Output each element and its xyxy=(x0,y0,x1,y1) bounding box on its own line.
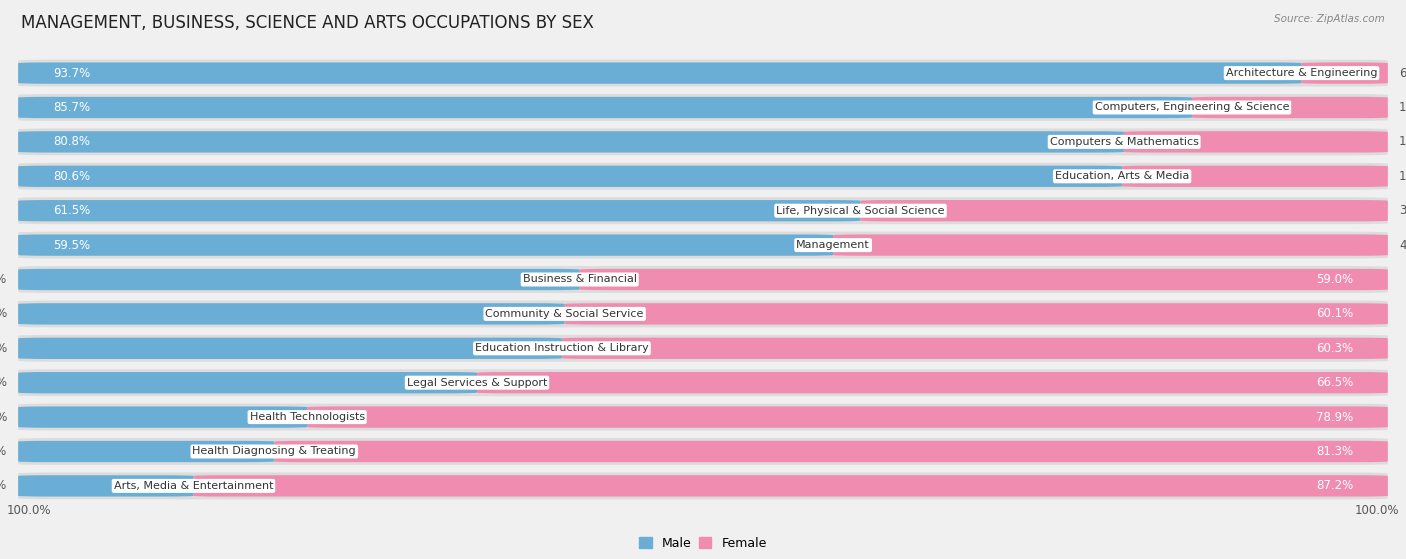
FancyBboxPatch shape xyxy=(1192,97,1388,118)
Text: Health Technologists: Health Technologists xyxy=(250,412,364,422)
FancyBboxPatch shape xyxy=(18,97,1192,118)
Text: 81.3%: 81.3% xyxy=(1316,445,1353,458)
FancyBboxPatch shape xyxy=(194,475,1388,496)
FancyBboxPatch shape xyxy=(1122,165,1388,187)
FancyBboxPatch shape xyxy=(18,63,1302,84)
Text: 39.9%: 39.9% xyxy=(0,307,7,320)
Text: 39.7%: 39.7% xyxy=(0,342,7,355)
Text: 38.5%: 38.5% xyxy=(1399,204,1406,217)
Text: 60.1%: 60.1% xyxy=(1316,307,1353,320)
Text: Arts, Media & Entertainment: Arts, Media & Entertainment xyxy=(114,481,273,491)
FancyBboxPatch shape xyxy=(860,200,1388,221)
Text: 19.3%: 19.3% xyxy=(1399,135,1406,148)
Text: 41.0%: 41.0% xyxy=(0,273,7,286)
Text: Business & Financial: Business & Financial xyxy=(523,274,637,285)
Text: Legal Services & Support: Legal Services & Support xyxy=(406,378,547,388)
FancyBboxPatch shape xyxy=(18,131,1125,153)
FancyBboxPatch shape xyxy=(18,441,274,462)
Text: 40.5%: 40.5% xyxy=(1399,239,1406,252)
Legend: Male, Female: Male, Female xyxy=(634,532,772,555)
Text: 60.3%: 60.3% xyxy=(1316,342,1353,355)
FancyBboxPatch shape xyxy=(18,94,1388,121)
Text: 6.3%: 6.3% xyxy=(1399,67,1406,79)
Text: 87.2%: 87.2% xyxy=(1316,480,1353,492)
FancyBboxPatch shape xyxy=(18,303,565,325)
FancyBboxPatch shape xyxy=(18,234,834,256)
Text: 33.5%: 33.5% xyxy=(0,376,7,389)
Text: Computers & Mathematics: Computers & Mathematics xyxy=(1050,137,1198,147)
Text: 12.8%: 12.8% xyxy=(0,480,7,492)
Text: 61.5%: 61.5% xyxy=(53,204,90,217)
Text: 85.7%: 85.7% xyxy=(53,101,90,114)
Text: MANAGEMENT, BUSINESS, SCIENCE AND ARTS OCCUPATIONS BY SEX: MANAGEMENT, BUSINESS, SCIENCE AND ARTS O… xyxy=(21,14,593,32)
Text: 78.9%: 78.9% xyxy=(1316,411,1353,424)
Text: Source: ZipAtlas.com: Source: ZipAtlas.com xyxy=(1274,14,1385,24)
FancyBboxPatch shape xyxy=(477,372,1388,394)
FancyBboxPatch shape xyxy=(565,303,1388,325)
FancyBboxPatch shape xyxy=(18,338,562,359)
Text: Community & Social Service: Community & Social Service xyxy=(485,309,644,319)
Text: 14.3%: 14.3% xyxy=(1399,101,1406,114)
FancyBboxPatch shape xyxy=(18,438,1388,465)
FancyBboxPatch shape xyxy=(562,338,1388,359)
Text: 100.0%: 100.0% xyxy=(1354,504,1399,517)
Text: 21.1%: 21.1% xyxy=(0,411,7,424)
Text: 80.6%: 80.6% xyxy=(53,170,90,183)
FancyBboxPatch shape xyxy=(18,475,194,496)
FancyBboxPatch shape xyxy=(18,406,307,428)
FancyBboxPatch shape xyxy=(18,404,1388,430)
FancyBboxPatch shape xyxy=(307,406,1388,428)
FancyBboxPatch shape xyxy=(18,472,1388,499)
FancyBboxPatch shape xyxy=(18,197,1388,224)
Text: 19.4%: 19.4% xyxy=(1399,170,1406,183)
Text: 93.7%: 93.7% xyxy=(53,67,90,79)
Text: 18.7%: 18.7% xyxy=(0,445,7,458)
FancyBboxPatch shape xyxy=(18,269,579,290)
FancyBboxPatch shape xyxy=(18,129,1388,155)
Text: Architecture & Engineering: Architecture & Engineering xyxy=(1226,68,1378,78)
FancyBboxPatch shape xyxy=(18,163,1388,190)
FancyBboxPatch shape xyxy=(1123,131,1388,153)
Text: Education, Arts & Media: Education, Arts & Media xyxy=(1054,171,1189,181)
Text: 59.0%: 59.0% xyxy=(1316,273,1353,286)
FancyBboxPatch shape xyxy=(18,231,1388,258)
FancyBboxPatch shape xyxy=(18,60,1388,87)
FancyBboxPatch shape xyxy=(18,266,1388,293)
FancyBboxPatch shape xyxy=(18,301,1388,328)
FancyBboxPatch shape xyxy=(18,335,1388,362)
FancyBboxPatch shape xyxy=(18,372,477,394)
FancyBboxPatch shape xyxy=(18,369,1388,396)
FancyBboxPatch shape xyxy=(274,441,1388,462)
Text: Health Diagnosing & Treating: Health Diagnosing & Treating xyxy=(193,447,356,457)
Text: 100.0%: 100.0% xyxy=(7,504,52,517)
FancyBboxPatch shape xyxy=(1302,63,1388,84)
Text: 66.5%: 66.5% xyxy=(1316,376,1353,389)
FancyBboxPatch shape xyxy=(834,234,1388,256)
Text: 80.8%: 80.8% xyxy=(53,135,90,148)
Text: Life, Physical & Social Science: Life, Physical & Social Science xyxy=(776,206,945,216)
Text: Management: Management xyxy=(796,240,870,250)
FancyBboxPatch shape xyxy=(18,165,1122,187)
FancyBboxPatch shape xyxy=(18,200,860,221)
Text: Computers, Engineering & Science: Computers, Engineering & Science xyxy=(1095,102,1289,112)
Text: 59.5%: 59.5% xyxy=(53,239,90,252)
FancyBboxPatch shape xyxy=(579,269,1388,290)
Text: Education Instruction & Library: Education Instruction & Library xyxy=(475,343,648,353)
